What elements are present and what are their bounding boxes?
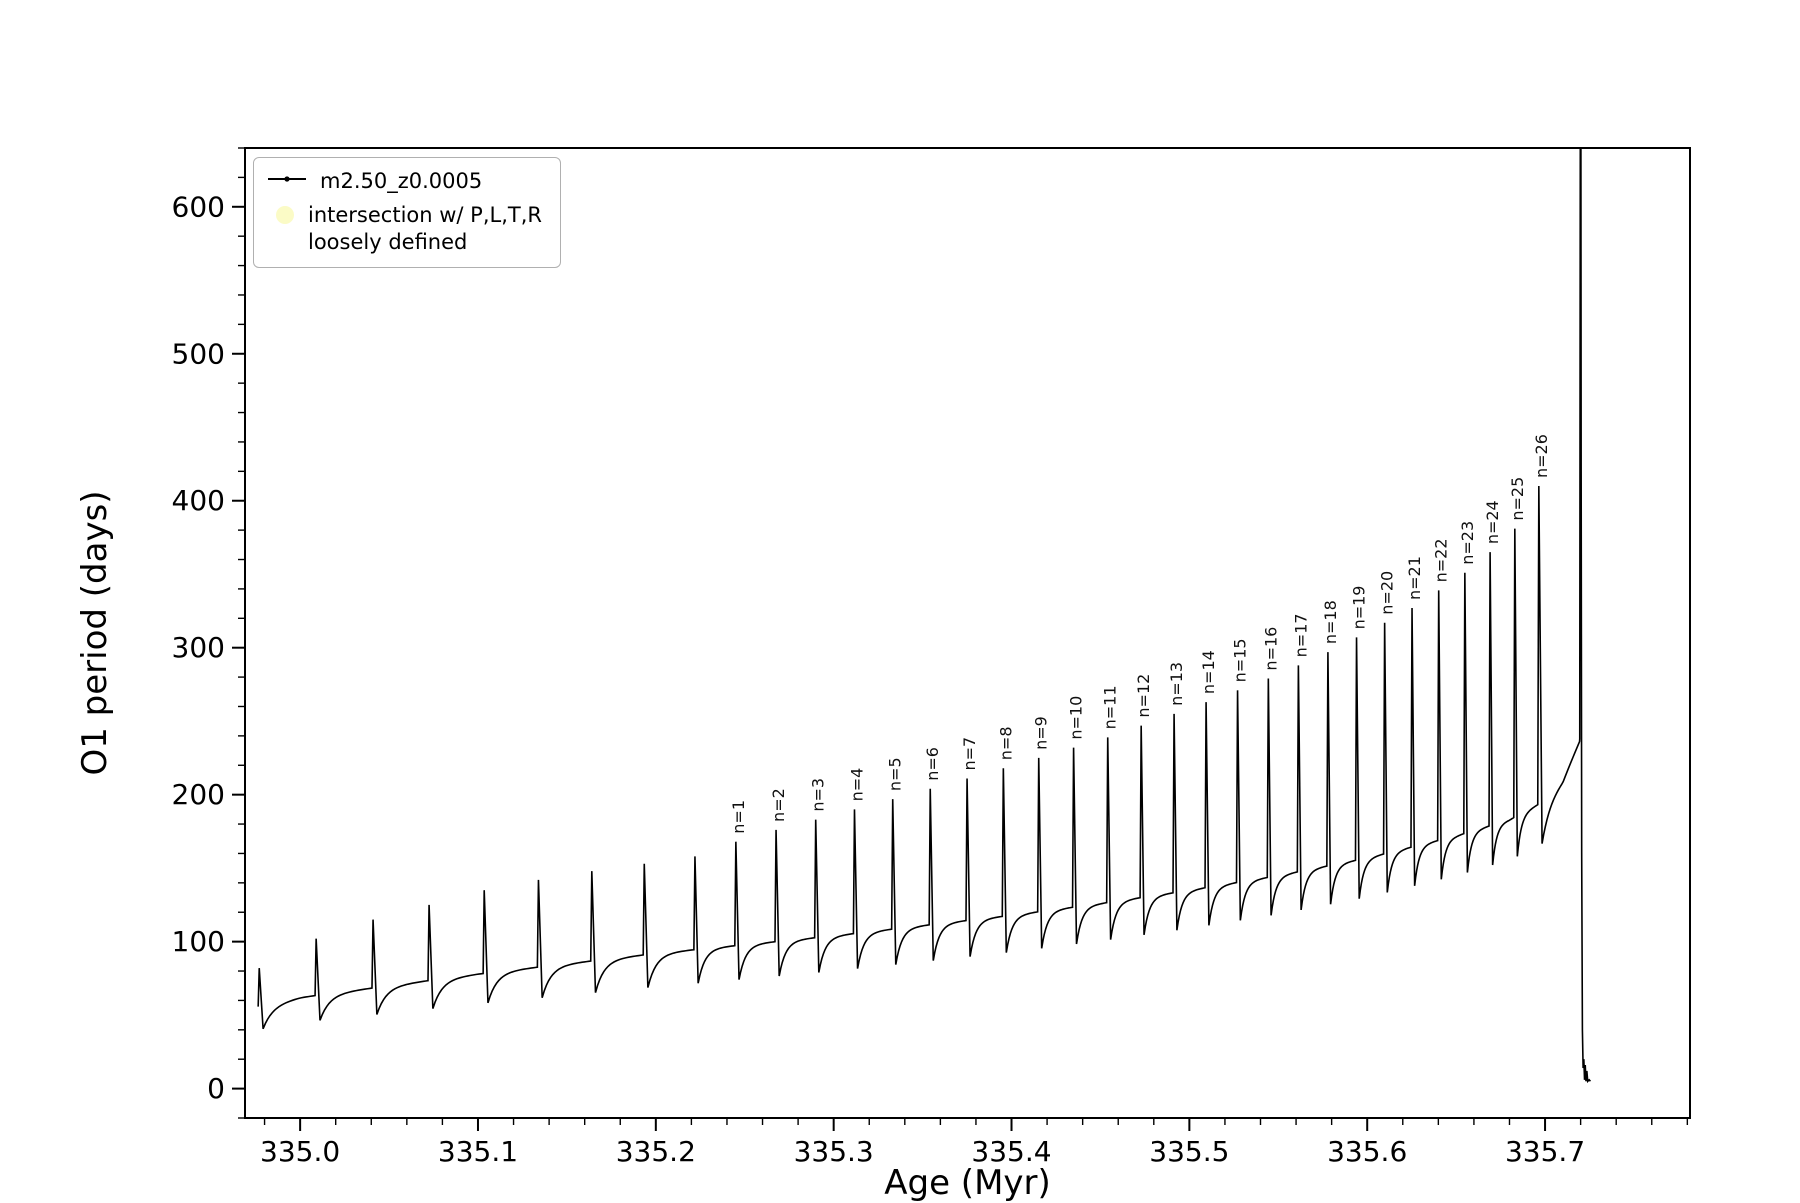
pulse-label: n=14 <box>1199 650 1218 694</box>
y-axis-label: O1 period (days) <box>75 490 115 776</box>
pulse-label: n=11 <box>1101 685 1120 729</box>
x-axis-label: Age (Myr) <box>884 1163 1051 1203</box>
pulse-label: n=2 <box>769 788 788 822</box>
x-tick-label: 335.4 <box>971 1135 1051 1168</box>
pulse-label: n=16 <box>1261 627 1280 671</box>
pulse-label: n=3 <box>809 778 828 812</box>
y-tick-label: 100 <box>172 925 225 958</box>
pulse-label: n=4 <box>847 768 866 802</box>
legend-intersection-line2: loosely defined <box>308 229 468 254</box>
y-tick-label: 400 <box>172 484 225 517</box>
x-tick-label: 335.1 <box>438 1135 518 1168</box>
pulse-label: n=20 <box>1378 571 1397 615</box>
y-tick-label: 200 <box>172 778 225 811</box>
legend-intersection-line1: intersection w/ P,L,T,R <box>308 203 542 228</box>
pulse-label: n=6 <box>923 747 942 781</box>
pulse-label: n=23 <box>1458 521 1477 565</box>
x-tick-label: 335.6 <box>1327 1135 1407 1168</box>
x-tick-label: 335.3 <box>794 1135 874 1168</box>
pulse-label: n=12 <box>1134 674 1153 718</box>
pulse-label: n=25 <box>1508 477 1527 521</box>
pulse-label: n=26 <box>1532 434 1551 478</box>
intersection-marker-icon <box>276 206 294 225</box>
x-tick-label: 335.5 <box>1149 1135 1229 1168</box>
pulse-label: n=17 <box>1291 613 1310 657</box>
pulse-label: n=19 <box>1350 586 1369 630</box>
pulse-label: n=15 <box>1231 638 1250 682</box>
pulse-label: n=22 <box>1432 538 1451 582</box>
line-marker-icon <box>268 176 306 182</box>
pulse-label: n=5 <box>886 757 905 791</box>
pulse-label: n=7 <box>960 737 979 771</box>
legend-series-label: m2.50_z0.0005 <box>320 169 483 193</box>
legend: m2.50_z0.0005 intersection w/ P,L,T,R lo… <box>253 157 561 268</box>
pulse-label: n=21 <box>1405 556 1424 600</box>
legend-entry-intersection: intersection w/ P,L,T,R loosely defined <box>266 202 542 255</box>
x-tick-label: 335.7 <box>1505 1135 1585 1168</box>
axes-spines <box>244 147 1691 1119</box>
y-tick-label: 0 <box>207 1072 225 1105</box>
x-tick-label: 335.0 <box>260 1135 340 1168</box>
pulse-label: n=8 <box>996 726 1015 760</box>
pulse-label: n=10 <box>1067 696 1086 740</box>
pulse-label: n=18 <box>1321 600 1340 644</box>
y-tick-label: 500 <box>172 337 225 370</box>
y-tick-label: 600 <box>172 190 225 223</box>
legend-intersection-label: intersection w/ P,L,T,R loosely defined <box>308 202 542 255</box>
legend-entry-series: m2.50_z0.0005 <box>266 168 542 194</box>
pulse-label: n=1 <box>729 800 748 834</box>
series-line <box>257 148 1592 1084</box>
y-tick-label: 300 <box>172 631 225 664</box>
pulse-label: n=9 <box>1032 716 1051 750</box>
pulse-label: n=13 <box>1167 662 1186 706</box>
x-tick-label: 335.2 <box>616 1135 696 1168</box>
pulse-label: n=24 <box>1483 500 1502 544</box>
